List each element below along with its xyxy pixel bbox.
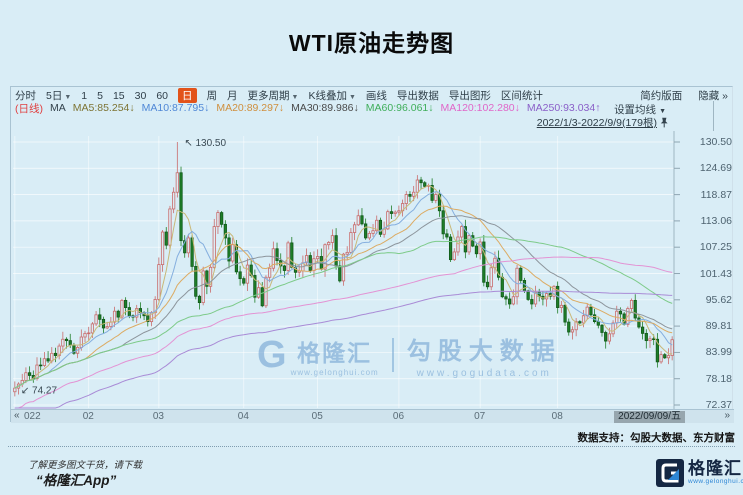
price-tick-10: 72.37 — [705, 399, 732, 411]
ma-value-ma20: MA20:89.297↓ — [216, 102, 285, 114]
price-tick-3: 113.06 — [700, 214, 732, 227]
time-tick-05: 05 — [311, 411, 323, 422]
time-tick-04: 04 — [237, 411, 249, 422]
ma-line-ma10 — [14, 191, 673, 389]
price-tick-0: 130.50 — [699, 136, 732, 148]
toolbar-item-4[interactable]: 15 — [112, 89, 125, 102]
chart-widget: 分时 5日 ▼ 1 5 15 30 60 日周月更多周期 ▼ K线叠加 ▼ 画线 导出数据 导出图形 区间统计… — [10, 86, 734, 423]
toolbar-item-8[interactable]: 周 — [206, 90, 218, 102]
ma-value-ma10: MA10:87.795↓ — [141, 102, 210, 114]
high-annotation: ↖ 130.50 — [184, 138, 226, 149]
date-range-label: 2022/1/3-2022/9/9(179根) — [536, 117, 657, 129]
chart-toolbar: 分时 5日 ▼ 1 5 15 30 60 日周月更多周期 ▼ K线叠加 ▼ 画线 导出数据 导出图形 区间统计… — [15, 88, 728, 103]
candlestick-chart[interactable]: ↖ 130.50 ↙ 74.27 — [11, 131, 691, 409]
toolbar-item-7[interactable]: 日 — [178, 88, 197, 103]
promo-app-name: “格隆汇App” — [36, 473, 117, 488]
ma-line-ma60 — [14, 236, 673, 389]
price-tick-8: 83.99 — [705, 346, 732, 359]
ma-line-ma120 — [14, 256, 673, 409]
toolbar-item-14[interactable]: 导出图形 — [448, 90, 491, 102]
ma-line-ma5 — [14, 184, 673, 389]
ma-line-ma30 — [14, 215, 673, 389]
scroll-right-icon[interactable]: » — [724, 410, 730, 421]
price-tick-1: 124.69 — [699, 162, 732, 175]
ma-settings-label: 设置均线 — [614, 104, 657, 116]
price-tick-7: 89.81 — [705, 320, 732, 333]
toolbar-item-0[interactable]: 分时 — [15, 90, 36, 102]
toolbar-right-item-1[interactable]: 隐藏 » — [698, 90, 728, 102]
pin-icon[interactable] — [659, 117, 670, 128]
price-axis: 130.50 124.69 118.87 113.06 107.25 101.43 95.6… — [676, 131, 734, 411]
time-tick-08: 08 — [551, 411, 563, 422]
price-tick-6: 95.62 — [705, 293, 732, 306]
toolbar-item-9[interactable]: 月 — [227, 90, 238, 102]
time-tick-03: 03 — [152, 411, 164, 422]
toolbar-item-12[interactable]: 画线 — [365, 90, 387, 102]
ma-value-ma5: MA5:85.254↓ — [72, 102, 135, 114]
ma-value-ma120: MA120:102.280↓ — [440, 102, 520, 114]
toolbar-item-6[interactable]: 60 — [156, 89, 169, 102]
ma-line-ma20 — [14, 205, 673, 389]
time-tick-06: 06 — [392, 411, 405, 422]
toolbar-item-10[interactable]: 更多周期 ▼ — [247, 90, 299, 102]
toolbar-item-3[interactable]: 5 — [97, 89, 103, 102]
current-date-badge[interactable]: 2022/09/09/五 — [614, 410, 685, 423]
toolbar-item-13[interactable]: 导出数据 — [396, 90, 439, 102]
gelonghui-logo-icon — [656, 459, 684, 487]
time-tick-022: 022 — [24, 411, 41, 422]
gelonghui-logo-text: 格隆汇 — [688, 459, 742, 478]
ma-value-ma30: MA30:89.986↓ — [291, 102, 359, 114]
toolbar-item-5[interactable]: 30 — [134, 89, 147, 102]
date-range-row[interactable]: 2022/1/3-2022/9/9(179根) — [537, 115, 670, 130]
toolbar-item-1[interactable]: 5日 ▼ — [46, 90, 72, 102]
promo-text: 了解更多图文干货，请下载 — [28, 460, 143, 471]
scroll-left-icon[interactable]: « — [14, 410, 20, 421]
chevron-down-icon: ▼ — [64, 94, 72, 101]
toolbar-right-item-0[interactable]: 简约版面 — [640, 90, 683, 102]
ma-legend-bar: (日线) MA MA5:85.254↓ MA10:87.795↓ MA20:89.297… — [15, 102, 601, 115]
ma-settings-button[interactable]: 设置均线 ▼ — [614, 102, 666, 117]
low-annotation: ↙ 74.27 — [21, 385, 58, 396]
ma-line-ma250 — [14, 290, 673, 409]
chevron-down-icon: ▼ — [291, 94, 299, 101]
toolbar-item-15[interactable]: 区间统计 — [500, 90, 543, 102]
gelonghui-logo: 格隆汇 www.gelonghui.com — [656, 459, 743, 487]
time-tick-02: 02 — [82, 411, 94, 422]
toolbar-right-group: 简约版面 隐藏 » — [640, 88, 728, 103]
data-support-credit: 数据支持：勾股大数据、东方财富 — [577, 432, 736, 444]
toolbar-period-group: 分时 5日 ▼ 1 5 15 30 60 日周月更多周期 ▼ K线叠加 ▼ 画线 导出数据 导出图形 区间统计 — [15, 88, 640, 103]
period-tag: (日线) — [15, 102, 43, 115]
page-title: WTI原油走势图 — [288, 30, 455, 56]
toolbar-item-11[interactable]: K线叠加 ▼ — [308, 90, 356, 102]
chevron-down-icon: ▼ — [659, 108, 666, 115]
chevron-down-icon: ▼ — [348, 94, 356, 101]
time-axis[interactable]: « 022 02 03 04 05 06 07 08 2022/09/09/五 » — [11, 409, 734, 423]
price-tick-4: 107.25 — [699, 241, 732, 254]
gelonghui-logo-url: www.gelonghui.com — [688, 478, 743, 485]
ma-value-ma250: MA250:93.034↑ — [526, 102, 601, 114]
time-tick-07: 07 — [474, 411, 486, 422]
toolbar-divider — [713, 101, 714, 131]
footer-divider — [8, 446, 735, 447]
ma-value-ma60: MA60:96.061↓ — [365, 102, 434, 114]
price-tick-5: 101.43 — [699, 267, 732, 280]
price-tick-2: 118.87 — [700, 188, 732, 201]
price-tick-9: 78.18 — [705, 372, 732, 385]
ma-group-label: MA — [50, 102, 66, 114]
toolbar-item-2[interactable]: 1 — [81, 89, 88, 102]
